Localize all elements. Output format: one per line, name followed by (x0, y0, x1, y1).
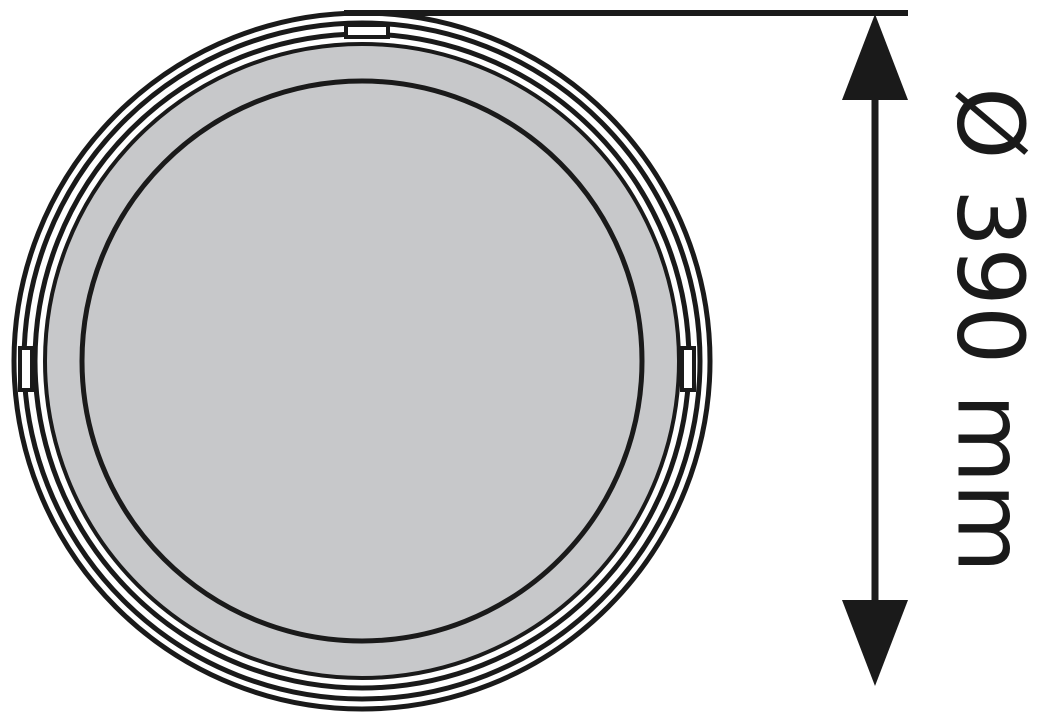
clip-top (344, 23, 390, 39)
dimension-label: Ø 390 mm (937, 87, 1044, 573)
clip-left (18, 346, 34, 392)
clip-right (680, 346, 696, 392)
lens-inner (79, 78, 645, 644)
arrow-up-icon (842, 14, 908, 100)
arrow-down-icon (842, 600, 908, 686)
